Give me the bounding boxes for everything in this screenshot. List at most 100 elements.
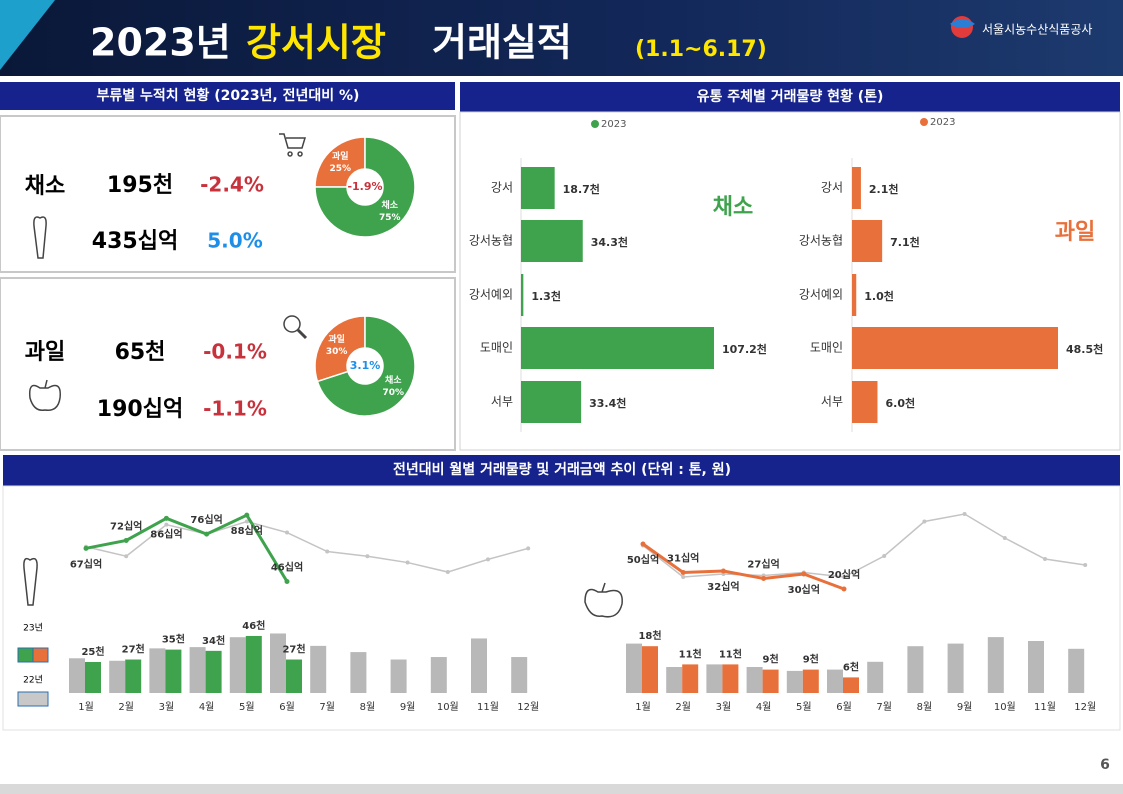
kpi-volume-change: -0.1% bbox=[203, 340, 267, 364]
bar-value-label: 11천 bbox=[719, 647, 742, 660]
line-value-label: 31십억 bbox=[667, 552, 699, 565]
bar bbox=[843, 677, 859, 693]
panel-title-bar bbox=[460, 82, 1120, 112]
x-tick-label: 9월 bbox=[400, 701, 416, 713]
search-handle bbox=[296, 328, 308, 340]
kpi-volume: 65천 bbox=[115, 340, 166, 365]
bar bbox=[205, 650, 222, 693]
value-label: 1.3천 bbox=[531, 289, 561, 303]
bar bbox=[666, 667, 683, 693]
bar bbox=[642, 646, 658, 693]
bar bbox=[390, 659, 407, 693]
line-marker bbox=[164, 522, 169, 527]
kpi-amount-change: 5.0% bbox=[207, 229, 262, 253]
bar bbox=[521, 381, 582, 423]
line bbox=[642, 513, 1086, 578]
title-market: 강서시장 bbox=[246, 21, 386, 65]
panel-title-bar bbox=[3, 455, 1120, 486]
value-label: 48.5천 bbox=[1066, 342, 1103, 356]
x-tick-label: 2월 bbox=[118, 701, 134, 713]
bar bbox=[511, 657, 528, 693]
line-marker bbox=[124, 554, 129, 559]
kpi-volume: 195천 bbox=[107, 173, 173, 198]
x-tick-label: 10월 bbox=[437, 701, 459, 713]
x-tick-label: 12월 bbox=[517, 701, 539, 713]
x-tick-label: 2월 bbox=[675, 701, 691, 713]
category-label: 도매인 bbox=[810, 341, 843, 355]
kpi-name: 채소 bbox=[25, 174, 65, 199]
line-marker bbox=[244, 512, 250, 518]
category-label: 강서농협 bbox=[469, 234, 513, 248]
line-marker bbox=[1083, 563, 1088, 567]
line-marker bbox=[882, 554, 887, 558]
chart-label: 채소 bbox=[713, 195, 753, 220]
x-tick-label: 7월 bbox=[876, 701, 892, 713]
line-marker bbox=[1043, 557, 1047, 561]
bar bbox=[867, 661, 884, 693]
bar bbox=[802, 669, 819, 693]
x-tick-label: 9월 bbox=[957, 701, 973, 713]
line-marker bbox=[962, 512, 967, 516]
panel-title: 유통 주체별 거래물량 현황 (톤) bbox=[697, 88, 884, 105]
bar bbox=[85, 662, 101, 693]
x-tick-label: 11월 bbox=[1034, 701, 1056, 713]
bar bbox=[746, 667, 763, 693]
line-marker bbox=[720, 568, 726, 574]
category-label: 강서 bbox=[821, 181, 843, 195]
bar-value-label: 27천 bbox=[122, 643, 145, 656]
line-marker bbox=[640, 541, 646, 547]
bar bbox=[286, 659, 302, 693]
bar bbox=[706, 664, 723, 693]
x-tick-label: 1월 bbox=[635, 701, 651, 713]
slice-label: 과일 bbox=[332, 150, 349, 162]
apple-icon bbox=[584, 582, 623, 618]
bar bbox=[987, 637, 1004, 693]
title-rest: 거래실적 bbox=[432, 21, 572, 65]
category-label: 도매인 bbox=[480, 341, 513, 355]
line-value-label: 76십억 bbox=[190, 513, 222, 526]
x-tick-label: 4월 bbox=[756, 701, 772, 713]
bar bbox=[852, 327, 1058, 369]
bar bbox=[852, 381, 878, 423]
bar-value-label: 34천 bbox=[202, 634, 225, 647]
line-marker bbox=[83, 545, 89, 551]
title-period: (1.1~6.17) bbox=[635, 37, 767, 62]
line-value-label: 27십억 bbox=[747, 558, 779, 571]
value-label: 7.1천 bbox=[890, 235, 920, 249]
panel-title-bar bbox=[0, 82, 455, 110]
kpi-volume-change: -2.4% bbox=[200, 173, 264, 197]
x-tick-label: 6월 bbox=[836, 701, 852, 713]
bar-value-label: 25천 bbox=[81, 645, 104, 658]
x-tick-label: 7월 bbox=[319, 701, 335, 713]
slice-value-label: 75% bbox=[379, 213, 401, 223]
bar bbox=[521, 327, 714, 369]
bar bbox=[521, 167, 555, 209]
slice-value-label: 70% bbox=[383, 388, 405, 398]
bar bbox=[827, 669, 843, 693]
cart-icon bbox=[279, 133, 307, 157]
line-marker bbox=[325, 549, 330, 554]
chart-label: 과일 bbox=[1055, 220, 1095, 245]
line-marker bbox=[365, 554, 370, 559]
value-label: 2.1천 bbox=[869, 182, 899, 196]
pie-slice bbox=[314, 136, 416, 238]
bar bbox=[310, 645, 327, 693]
bar bbox=[270, 633, 286, 693]
bar-value-label: 18천 bbox=[638, 629, 661, 642]
pie-slice bbox=[314, 315, 366, 383]
bar bbox=[722, 664, 739, 693]
line-marker bbox=[801, 571, 807, 577]
line-value-label: 72십억 bbox=[110, 519, 142, 532]
bar bbox=[521, 274, 524, 316]
line-marker bbox=[405, 560, 410, 565]
bar bbox=[189, 647, 206, 693]
legend-swatch bbox=[17, 647, 34, 663]
bar bbox=[852, 274, 857, 316]
kpi-box bbox=[0, 277, 456, 451]
header-bg bbox=[0, 0, 1123, 76]
legend-label: 22년 bbox=[23, 675, 43, 686]
kpi-amount: 435십억 bbox=[92, 229, 178, 254]
kpi-amount-change: -1.1% bbox=[203, 397, 267, 421]
category-label: 강서예외 bbox=[469, 288, 513, 302]
bar bbox=[786, 670, 803, 693]
